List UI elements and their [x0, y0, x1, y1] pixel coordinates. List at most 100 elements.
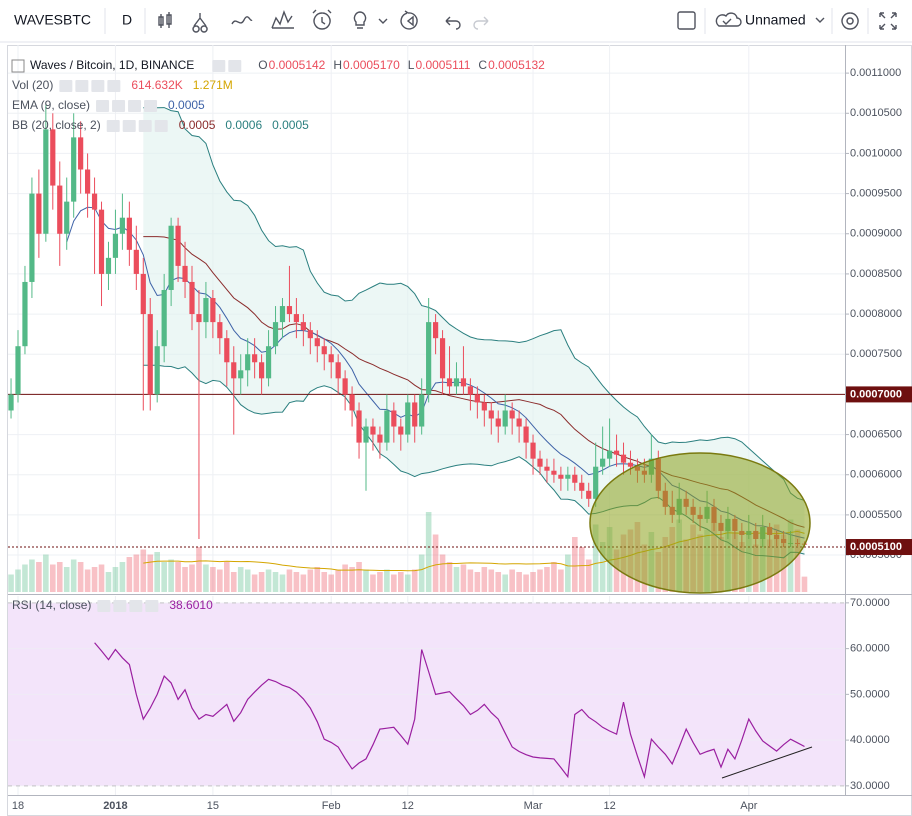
volume-bar	[147, 554, 154, 592]
settings-button[interactable]	[841, 12, 859, 30]
candle-body	[474, 394, 480, 403]
undo-button[interactable]	[445, 16, 461, 30]
save-icon[interactable]	[715, 12, 742, 27]
candle-body	[321, 346, 327, 355]
symbol[interactable]: WAVESBTC	[14, 12, 91, 28]
candle-body	[342, 378, 348, 395]
ohlc-name: L	[408, 58, 415, 72]
legend-button[interactable]	[145, 600, 159, 612]
bb-fill	[143, 107, 805, 558]
redo-button[interactable]	[473, 16, 489, 30]
candle-body	[50, 129, 56, 186]
rsi-title: RSI (14, close)	[12, 598, 91, 612]
bars-style-button[interactable]	[158, 12, 172, 28]
volume-bar	[217, 569, 223, 592]
volume-bar	[551, 562, 557, 592]
volume-bar	[126, 557, 133, 592]
price-label-bg	[846, 539, 912, 556]
volume-bar	[488, 569, 495, 592]
candle-body	[412, 402, 418, 427]
candle-body	[224, 338, 230, 363]
legend-button[interactable]	[75, 80, 89, 92]
volume-bar	[502, 574, 508, 592]
layout-dropdown[interactable]	[815, 17, 825, 23]
volume-bar	[203, 564, 209, 592]
volume-bar	[370, 574, 376, 592]
volume-bar	[411, 569, 418, 592]
candle-body	[572, 474, 578, 483]
legend-button[interactable]	[138, 120, 152, 132]
layout-name[interactable]: Unnamed	[745, 12, 806, 28]
ohlc-value: 0.0005132	[488, 58, 545, 72]
candle-body	[544, 466, 550, 471]
candle-body	[22, 281, 28, 347]
candle-body	[537, 458, 543, 467]
volume-bar	[168, 559, 174, 592]
candle-body	[140, 273, 146, 315]
compare-button[interactable]	[192, 13, 208, 33]
candle-body	[607, 450, 613, 459]
candle-body	[495, 418, 501, 427]
candle-body	[620, 454, 627, 463]
candle-body	[551, 470, 557, 475]
legend-button[interactable]	[106, 120, 120, 132]
volume-bar	[328, 574, 334, 592]
candle-body	[43, 129, 49, 234]
templates-button[interactable]	[271, 9, 294, 29]
candle-body	[29, 193, 35, 282]
replay-button[interactable]	[400, 10, 418, 30]
legend-button[interactable]	[129, 600, 143, 612]
legend-button[interactable]	[212, 60, 226, 72]
legend-button[interactable]	[113, 600, 127, 612]
candle-body	[467, 386, 473, 395]
candle-body	[426, 322, 432, 395]
legend-button[interactable]	[128, 100, 142, 112]
legend-button[interactable]	[59, 80, 73, 92]
x-tick-label: 12	[603, 800, 615, 812]
volume-bar	[251, 574, 258, 592]
indicators-button[interactable]	[231, 16, 253, 25]
legend-button[interactable]	[154, 120, 168, 132]
volume-bar	[572, 537, 578, 592]
volume-bar	[63, 567, 70, 592]
y-tick-label: 0.0006000	[850, 469, 902, 481]
ideas-button[interactable]	[353, 11, 367, 29]
volume-bar	[418, 554, 425, 592]
candle-body	[98, 209, 105, 274]
volume-bar	[509, 569, 515, 592]
fullscreen-button[interactable]	[879, 12, 897, 30]
legend-button[interactable]	[144, 100, 158, 112]
legend-button[interactable]	[122, 120, 136, 132]
candle-body	[558, 474, 564, 479]
candle-body	[613, 450, 620, 455]
volume-bar	[43, 554, 49, 592]
collapse-button[interactable]	[11, 59, 25, 73]
candle-body	[460, 378, 467, 387]
legend-button[interactable]	[228, 60, 242, 72]
candle-body	[509, 410, 515, 419]
candle-body	[259, 362, 265, 379]
candle-body	[112, 233, 119, 258]
ohlc-name: O	[258, 58, 267, 72]
ideas-dropdown[interactable]	[378, 18, 388, 24]
candle-body	[245, 354, 251, 371]
candle-body	[356, 410, 362, 443]
candle-body	[579, 482, 585, 491]
fullscreen-toggle[interactable]	[677, 11, 696, 30]
legend-button[interactable]	[96, 100, 110, 112]
volume-bar	[258, 572, 265, 592]
legend-button[interactable]	[91, 80, 105, 92]
alert-button[interactable]	[312, 9, 332, 30]
interval[interactable]: D	[122, 12, 132, 28]
candle-body	[182, 265, 188, 282]
volume-bar	[425, 512, 432, 592]
volume-bar	[244, 569, 251, 592]
volume-bar	[36, 562, 42, 592]
candle-body	[189, 281, 195, 315]
legend-button[interactable]	[97, 600, 111, 612]
indicator-value: 0.0005	[272, 118, 309, 132]
legend-button[interactable]	[112, 100, 126, 112]
volume-bar	[335, 569, 341, 592]
legend-button[interactable]	[107, 80, 121, 92]
